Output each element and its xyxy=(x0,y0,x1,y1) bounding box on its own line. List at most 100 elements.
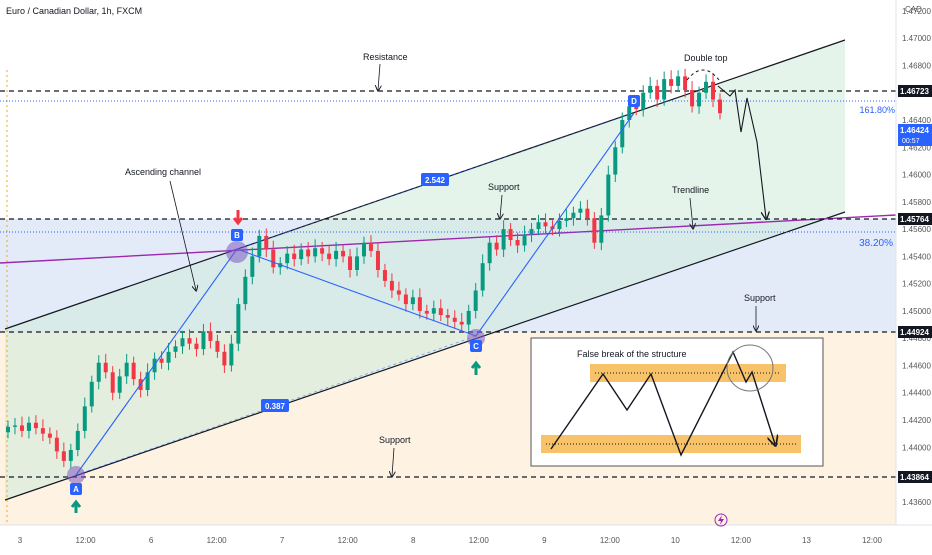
x-tick-label: 12:00 xyxy=(469,536,490,545)
candle-body xyxy=(187,338,192,344)
candle-body xyxy=(403,294,408,305)
candle-body xyxy=(82,406,87,431)
candle-body xyxy=(348,256,353,270)
price-axis[interactable] xyxy=(896,0,932,550)
x-tick-label: 12:00 xyxy=(731,536,752,545)
candle-body xyxy=(243,276,248,305)
candle-body xyxy=(452,317,457,322)
candle-body xyxy=(466,310,471,325)
lightning-icon[interactable] xyxy=(714,513,728,527)
candle-body xyxy=(620,120,625,148)
point-d-label-bg xyxy=(628,95,640,107)
mid-price-tag-bg xyxy=(898,213,932,225)
resistance-price-tag-bg xyxy=(898,85,932,97)
candle-body xyxy=(208,331,213,341)
ratio-upper-label: 2.542 xyxy=(425,176,446,185)
y-tick-label: 1.44800 xyxy=(902,334,931,343)
y-tick-label: 1.44600 xyxy=(902,361,931,370)
candle-body xyxy=(585,208,590,219)
candle-body xyxy=(382,270,387,281)
candle-body xyxy=(355,256,360,270)
candle-body xyxy=(173,346,178,352)
candle-body xyxy=(711,81,716,100)
candle-body xyxy=(131,362,136,380)
candle-body xyxy=(54,437,59,452)
support-mid-annotation: Support xyxy=(488,182,520,192)
y-tick-label: 1.46400 xyxy=(902,116,931,125)
candle-body xyxy=(543,222,548,227)
y-tick-label: 1.45000 xyxy=(902,307,931,316)
x-tick-label: 6 xyxy=(149,536,154,545)
candle-body xyxy=(61,451,66,461)
resistance-annotation: Resistance xyxy=(363,52,408,62)
resistance-pointer xyxy=(378,63,380,90)
candle-body xyxy=(299,249,304,260)
trendline-pointer xyxy=(690,197,693,228)
candle-body xyxy=(327,253,332,260)
y-tick-label: 1.45800 xyxy=(902,198,931,207)
candle-body xyxy=(229,343,234,366)
double-top-arc xyxy=(686,69,720,81)
x-tick-label: 12:00 xyxy=(76,536,97,545)
candle-body xyxy=(571,212,576,219)
candle-body xyxy=(375,250,380,270)
candle-body xyxy=(33,422,38,429)
support-mid-pointer xyxy=(500,194,502,218)
candle-body xyxy=(166,351,171,363)
candle-body xyxy=(47,433,52,438)
ascending-channel-pointer xyxy=(169,180,196,290)
candle-body xyxy=(655,85,660,100)
current-price-tag-bg xyxy=(898,124,932,146)
candle-body xyxy=(424,310,429,314)
ratio-lower-bg xyxy=(261,399,289,412)
candle-body xyxy=(669,79,674,86)
candle-body xyxy=(690,90,695,107)
point-b-marker[interactable] xyxy=(226,241,248,263)
y-tick-label: 1.45600 xyxy=(902,225,931,234)
candle-body xyxy=(362,242,366,257)
support-bottom-annotation: Support xyxy=(379,435,411,445)
candle-body xyxy=(564,218,569,221)
currency-label: CAD xyxy=(905,5,922,14)
false-break-path xyxy=(550,350,775,457)
current-price-tag: 1.46424 xyxy=(900,126,929,135)
low-price-tag-bg xyxy=(898,471,932,483)
candle-body xyxy=(515,240,520,246)
support-bottom-pointer xyxy=(392,447,394,476)
x-tick-label: 12:00 xyxy=(338,536,359,545)
projection-path xyxy=(717,85,766,218)
point-a-label-bg xyxy=(70,483,82,495)
candle-body xyxy=(117,376,122,393)
x-tick-label: 12:00 xyxy=(600,536,621,545)
candle-body xyxy=(110,372,115,393)
candle-body xyxy=(124,362,129,377)
point-b-label: B xyxy=(234,231,240,240)
candle-body xyxy=(222,351,227,366)
fib-upper-label: 161.80% xyxy=(859,105,895,115)
candle-body xyxy=(320,248,325,254)
candle-body xyxy=(599,215,604,243)
candle-body xyxy=(389,280,394,291)
candle-body xyxy=(236,304,241,344)
point-d-label: D xyxy=(631,97,637,106)
candle-body xyxy=(606,174,611,216)
support-price-tag: 1.44924 xyxy=(900,328,929,337)
time-axis[interactable] xyxy=(0,525,932,550)
y-tick-label: 1.44000 xyxy=(902,443,931,452)
x-tick-label: 8 xyxy=(411,536,416,545)
candle-body xyxy=(103,362,108,373)
point-a-marker[interactable] xyxy=(67,466,85,484)
candle-body xyxy=(368,242,373,251)
candle-body xyxy=(271,249,276,268)
y-tick-label: 1.45200 xyxy=(902,280,931,289)
candle-body xyxy=(12,425,17,427)
chart-title: Euro / Canadian Dollar, 1h, FXCM xyxy=(6,6,142,16)
y-tick-label: 1.45400 xyxy=(902,252,931,261)
candle-body xyxy=(40,428,45,434)
down-arrow-icon xyxy=(232,210,244,226)
candle-body xyxy=(662,79,667,100)
candle-body xyxy=(634,106,639,110)
candle-body xyxy=(473,290,478,311)
candle-body xyxy=(410,297,415,305)
